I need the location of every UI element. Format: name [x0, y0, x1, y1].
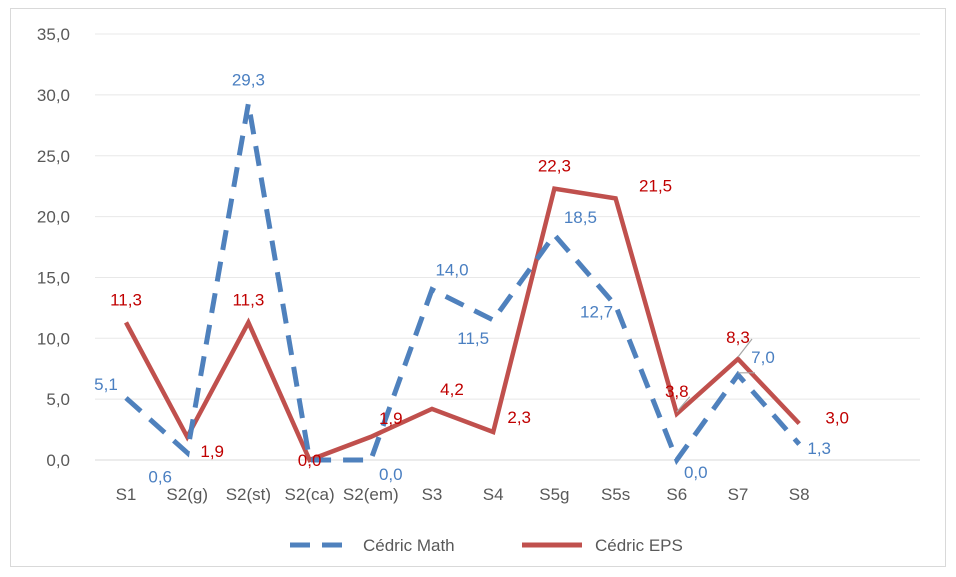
- x-tick-label: S3: [422, 485, 443, 504]
- x-tick-label: S1: [116, 485, 137, 504]
- series-line-eps: [124, 186, 801, 463]
- data-label-eps: 22,3: [538, 157, 571, 176]
- data-labels: 5,1 0,6 29,3 0,0 14,0 11,5 18,5 12,7 0,0 7,0 1,3 11…: [94, 70, 849, 486]
- data-label-eps: 11,3: [110, 290, 142, 309]
- data-label-math: 29,3: [232, 70, 265, 89]
- data-label-eps: 2,3: [507, 408, 531, 427]
- series-line-math: [124, 102, 802, 466]
- data-label-eps: 21,5: [639, 176, 672, 195]
- y-tick-label: 15,0: [37, 268, 70, 287]
- x-tick-label: S7: [728, 485, 749, 504]
- chart-frame: [10, 8, 946, 567]
- data-label-eps: 3,0: [825, 408, 849, 427]
- series-lines: [124, 102, 802, 466]
- label-leader-line: [737, 338, 753, 358]
- data-label-eps: 1,9: [379, 409, 403, 428]
- data-label-eps: 4,2: [440, 380, 464, 399]
- y-axis-ticks: 0,0 5,0 10,0 15,0 20,0 25,0 30,0 35,0: [37, 25, 70, 470]
- data-label-math: 5,1: [94, 375, 118, 394]
- legend-label-math: Cédric Math: [363, 536, 455, 555]
- x-tick-label: S2(st): [226, 485, 271, 504]
- data-label-eps: 1,9: [200, 442, 224, 461]
- y-tick-label: 20,0: [37, 208, 70, 227]
- x-tick-label: S2(em): [343, 485, 399, 504]
- data-label-eps: 0,0: [298, 451, 322, 470]
- gridlines: [95, 33, 920, 461]
- data-label-math: 12,7: [580, 302, 613, 321]
- data-label-eps: 11,3: [232, 290, 264, 309]
- label-leader-line: [676, 396, 691, 413]
- data-label-math: 18,5: [564, 208, 597, 227]
- data-label-math: 1,3: [807, 439, 831, 458]
- x-tick-label: S8: [789, 485, 810, 504]
- data-label-math: 0,0: [684, 463, 708, 482]
- x-axis-ticks: S1 S2(g) S2(st) S2(ca) S2(em) S3 S4 S5g S5s S6 S7 S…: [116, 485, 810, 504]
- y-tick-label: 35,0: [37, 25, 70, 44]
- data-label-math: 11,5: [457, 329, 489, 348]
- y-tick-label: 10,0: [37, 329, 70, 348]
- y-tick-label: 5,0: [46, 390, 70, 409]
- y-tick-label: 25,0: [37, 147, 70, 166]
- x-tick-label: S2(ca): [285, 485, 335, 504]
- legend: Cédric Math Cédric EPS: [290, 536, 683, 555]
- data-label-math: 0,0: [379, 465, 403, 484]
- x-tick-label: S5g: [539, 485, 569, 504]
- data-label-eps: 3,8: [665, 382, 689, 401]
- data-label-math: 7,0: [751, 348, 775, 367]
- x-tick-label: S4: [483, 485, 504, 504]
- data-label-math: 14,0: [435, 261, 468, 280]
- y-tick-label: 0,0: [46, 451, 70, 470]
- legend-label-eps: Cédric EPS: [595, 536, 683, 555]
- data-label-eps: 8,3: [726, 328, 750, 347]
- x-tick-label: S2(g): [166, 485, 208, 504]
- y-tick-label: 30,0: [37, 86, 70, 105]
- x-tick-label: S6: [666, 485, 687, 504]
- data-label-math: 0,6: [148, 468, 172, 487]
- x-tick-label: S5s: [601, 485, 630, 504]
